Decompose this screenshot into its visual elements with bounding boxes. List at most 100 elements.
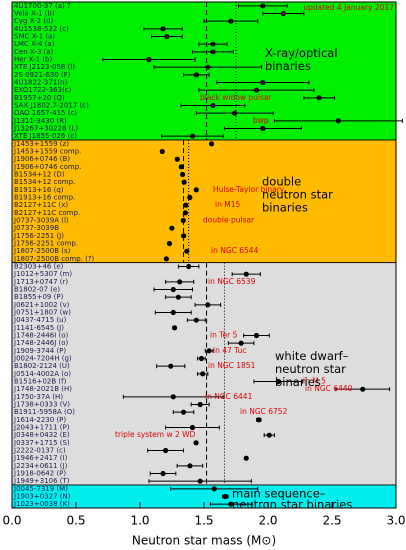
annotation: in M15 xyxy=(215,200,240,209)
mass-point xyxy=(256,417,262,423)
mass-point xyxy=(170,286,176,293)
category-label: J1906+0746 (B) xyxy=(13,155,70,163)
x-tick-label: 1.0 xyxy=(130,514,149,528)
mass-point xyxy=(193,72,199,78)
mass-point xyxy=(186,263,192,270)
category-label: SAX J1802.7-2017 (c) xyxy=(14,102,89,110)
group-label: white dwarf– xyxy=(275,349,349,363)
mass-point xyxy=(210,49,216,55)
mass-point xyxy=(243,455,249,461)
mass-point xyxy=(180,217,186,224)
group-label: neutron star binaries xyxy=(232,498,352,512)
category-label: Vela X-1 (b) xyxy=(14,10,55,18)
annotation: in NGC 6752 xyxy=(240,407,288,416)
mass-point xyxy=(238,340,244,346)
category-label: J1012+5307 (m) xyxy=(13,270,72,278)
category-label: J1748-2446J (o) xyxy=(13,339,69,347)
mass-point xyxy=(243,271,249,277)
mass-point xyxy=(260,3,266,9)
mass-point xyxy=(183,202,189,208)
category-label: J1949+3106 (T) xyxy=(13,477,70,485)
category-label: Cen X-3 (a) xyxy=(14,48,54,56)
mass-point xyxy=(174,156,180,162)
category-label: J1748-2446I (o) xyxy=(13,332,69,340)
mass-point xyxy=(197,401,203,408)
mass-point xyxy=(232,110,238,116)
mass-point xyxy=(260,79,266,86)
mass-point xyxy=(184,248,190,254)
mass-point xyxy=(211,486,217,492)
category-label: J0514-4002A (o) xyxy=(13,370,71,378)
category-label: XTE J2123-058 (l) xyxy=(14,63,75,71)
category-label: J2222-0137 (c) xyxy=(13,447,66,455)
mass-point xyxy=(181,233,187,239)
annotation: bwp xyxy=(253,116,269,125)
mass-point xyxy=(266,432,272,438)
mass-point xyxy=(181,179,187,185)
category-label: J1918-0642 (P) xyxy=(13,470,66,478)
group-label: neutron star xyxy=(275,362,346,376)
mass-point xyxy=(169,225,175,231)
category-label: J2234+0611 (J) xyxy=(13,462,68,470)
mass-point xyxy=(335,118,341,124)
category-label: B1534+12 comp. xyxy=(14,178,75,186)
category-label: J0337+1715 (S) xyxy=(13,439,70,447)
mass-point xyxy=(205,64,211,70)
category-label: J0348+0432 (E) xyxy=(13,431,70,439)
category-label: B2127+11C (x) xyxy=(14,201,68,209)
mass-point xyxy=(166,240,173,247)
x-axis-label: Neutron star mass (M⊙) xyxy=(132,534,276,548)
annotation: triple system w 2 WD xyxy=(115,430,196,439)
category-label: J1453+1559 (z) xyxy=(13,140,69,148)
category-label: B1855+09 (P) xyxy=(14,293,64,301)
category-label: Her X-1 (b) xyxy=(14,56,52,64)
mass-point xyxy=(177,279,183,285)
category-label: J0621+1002 (v) xyxy=(13,301,70,309)
mass-point xyxy=(208,141,215,147)
x-tick-label: 2.0 xyxy=(258,514,277,528)
mass-point xyxy=(316,95,322,101)
mass-point xyxy=(160,470,166,477)
mass-point xyxy=(228,18,234,24)
mass-point xyxy=(210,41,216,47)
mass-point xyxy=(193,187,199,193)
mass-point xyxy=(206,348,212,354)
mass-point xyxy=(175,294,181,300)
mass-point xyxy=(197,478,203,484)
group-label: binaries xyxy=(262,201,308,215)
category-label: J1141-6545 (J) xyxy=(13,324,64,332)
category-label: Cyg X-2 (d) xyxy=(14,17,54,25)
mass-point xyxy=(228,501,234,507)
category-label: J1906+0746 comp. xyxy=(13,163,81,171)
mass-point xyxy=(205,302,211,308)
x-tick-label: 0.5 xyxy=(66,514,85,528)
mass-point xyxy=(182,210,188,216)
category-label: J1713+0747 (r) xyxy=(13,278,68,286)
mass-point xyxy=(170,309,176,316)
mass-point xyxy=(146,56,152,63)
x-tick-label: 1.5 xyxy=(194,514,213,528)
mass-point xyxy=(187,194,193,201)
mass-point xyxy=(193,440,199,446)
mass-point xyxy=(163,256,169,262)
annotation: double pulsar xyxy=(203,216,255,225)
annotation: Hulse-Taylor binary xyxy=(213,185,285,194)
category-label: 2S 0921-630 (F) xyxy=(14,71,71,79)
group-label: main sequence– xyxy=(232,487,326,501)
annotation: in NGC 6441 xyxy=(205,392,253,401)
annotation: in Ter 5 xyxy=(210,331,238,340)
mass-point xyxy=(189,133,196,139)
category-label: J0045-7319 (M) xyxy=(13,485,68,493)
mass-point xyxy=(198,355,205,362)
mass-point xyxy=(180,409,187,415)
category-label: J1807-2500B (s) xyxy=(13,247,71,255)
category-label: J1614-2230 (P) xyxy=(13,416,66,424)
category-label: B1913+16 comp. xyxy=(14,194,75,202)
category-label: XTE J1855-026 (c) xyxy=(14,132,77,140)
category-label: J0737-3039A (l) xyxy=(13,217,69,225)
category-label: EXO1722-363(c) xyxy=(14,86,72,94)
annotation: in NGC 6440 xyxy=(305,384,353,393)
annotation: in NGC 6539 xyxy=(208,277,256,286)
category-label: B1957+20 (Q) xyxy=(14,94,65,102)
annotation: in NGC 6544 xyxy=(211,246,259,255)
